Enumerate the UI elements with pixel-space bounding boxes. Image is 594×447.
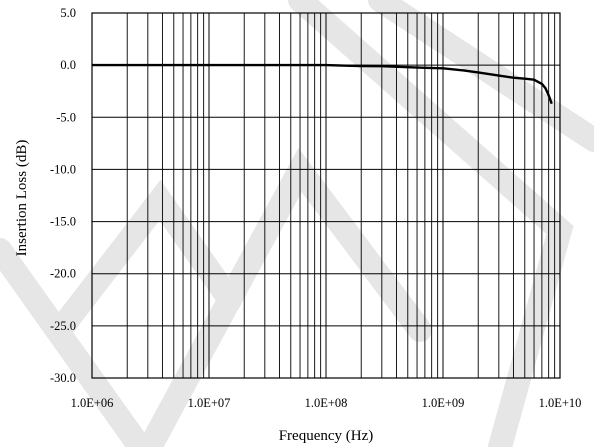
y-axis-tick-labels: 5.0 0.0 -5.0 -10.0 -15.0 -20.0 -25.0 -30.0 bbox=[50, 6, 76, 385]
y-tick-label: -5.0 bbox=[56, 110, 76, 124]
x-tick-label: 1.0E+06 bbox=[71, 396, 114, 410]
plot-frame bbox=[91, 12, 561, 379]
insertion-loss-series-line bbox=[92, 63, 553, 105]
x-tick-label: 1.0E+10 bbox=[539, 396, 582, 410]
watermark-stroke bbox=[0, 238, 152, 447]
x-axis-tick-labels: 1.0E+06 1.0E+07 1.0E+08 1.0E+09 1.0E+10 bbox=[71, 396, 582, 410]
x-tick-label: 1.0E+07 bbox=[188, 396, 231, 410]
plot-area bbox=[92, 63, 553, 105]
y-tick-label: -10.0 bbox=[50, 162, 76, 176]
watermark-stroke bbox=[48, 179, 242, 342]
y-tick-label: -30.0 bbox=[50, 371, 76, 385]
x-tick-label: 1.0E+09 bbox=[422, 396, 465, 410]
y-tick-label: -15.0 bbox=[50, 215, 76, 229]
x-tick-label: 1.0E+08 bbox=[305, 396, 348, 410]
watermark-stroke bbox=[368, 0, 594, 152]
grid-lines bbox=[91, 12, 561, 379]
y-tick-label: 5.0 bbox=[60, 6, 76, 20]
y-axis-title: Insertion Loss (dB) bbox=[14, 140, 30, 257]
x-axis-title: Frequency (Hz) bbox=[279, 428, 374, 444]
y-tick-label: -20.0 bbox=[50, 267, 76, 281]
y-tick-label: -25.0 bbox=[50, 319, 76, 333]
y-tick-label: 0.0 bbox=[60, 58, 76, 72]
